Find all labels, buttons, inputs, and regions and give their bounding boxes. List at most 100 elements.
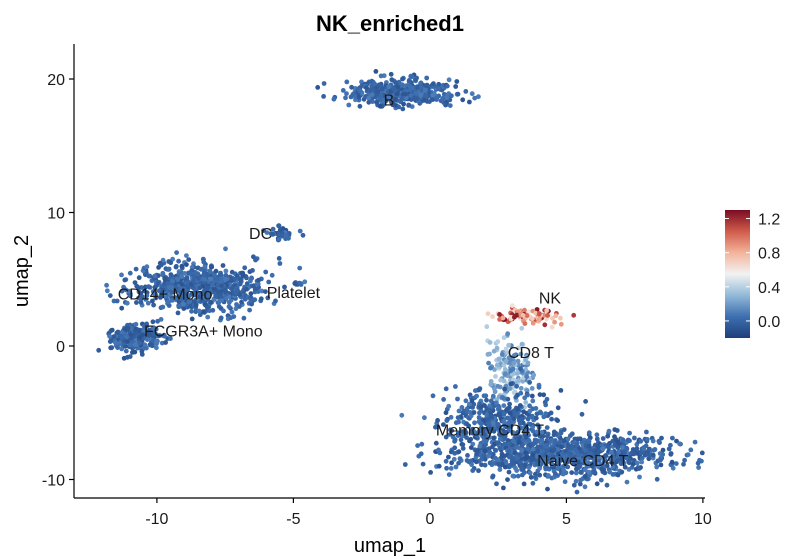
cell-point	[468, 445, 474, 450]
cell-point	[455, 396, 460, 402]
cell-point	[344, 79, 350, 85]
cell-point	[269, 272, 275, 278]
cell-point	[599, 466, 605, 472]
cell-point	[279, 232, 285, 238]
cell-point	[403, 91, 408, 97]
cell-point	[515, 429, 521, 435]
cell-point	[349, 84, 354, 90]
cell-point	[523, 434, 529, 440]
cell-point	[145, 300, 151, 306]
cell-point	[423, 87, 428, 93]
cell-point	[399, 412, 405, 418]
cell-point	[374, 99, 379, 105]
cell-point	[226, 300, 232, 305]
cell-point	[150, 319, 156, 325]
cell-point	[616, 449, 622, 455]
cell-point	[577, 436, 583, 442]
cell-point	[393, 80, 398, 85]
cell-point	[160, 304, 166, 310]
cell-point	[160, 270, 166, 276]
cell-point	[389, 77, 395, 83]
cell-point	[179, 263, 185, 269]
y-tick-label: 20	[47, 72, 65, 89]
cell-point	[276, 237, 282, 242]
cell-point	[478, 408, 484, 413]
cell-point	[198, 266, 204, 272]
cell-point	[370, 88, 376, 94]
cell-point	[353, 94, 358, 100]
cell-point	[418, 92, 424, 98]
cell-point	[263, 289, 268, 294]
cell-point	[528, 474, 534, 480]
cell-point	[570, 440, 575, 445]
cell-point	[534, 307, 540, 312]
cell-point	[479, 425, 484, 431]
cell-point	[158, 317, 164, 322]
cell-point	[402, 462, 408, 467]
cell-point	[526, 309, 532, 315]
cell-point	[660, 447, 666, 453]
cell-point	[123, 348, 129, 354]
cell-point	[518, 351, 524, 357]
cell-point	[536, 425, 542, 430]
cell-point	[258, 296, 264, 302]
cell-point	[670, 435, 675, 441]
cell-point	[175, 277, 181, 282]
cell-point	[418, 451, 424, 457]
cell-point	[524, 428, 530, 434]
cell-point	[573, 478, 579, 484]
cell-point	[515, 445, 521, 450]
cell-point	[501, 335, 507, 341]
cell-point	[579, 411, 585, 417]
cell-point	[501, 411, 507, 417]
cell-point	[298, 282, 304, 287]
cell-point	[555, 466, 561, 471]
cell-point	[519, 341, 525, 347]
cell-point	[692, 439, 698, 445]
cell-point	[609, 460, 615, 466]
cell-point	[265, 295, 271, 301]
cell-point	[400, 76, 405, 82]
cluster-label: FCGR3A+ Mono	[144, 324, 263, 341]
cell-point	[518, 459, 523, 465]
cell-point	[527, 470, 533, 476]
cell-point	[151, 302, 157, 308]
cell-point	[569, 470, 575, 475]
cell-point	[507, 386, 513, 391]
cell-point	[559, 444, 564, 450]
cell-point	[276, 256, 282, 261]
cell-point	[506, 469, 512, 475]
cell-point	[627, 457, 632, 463]
cell-point	[508, 357, 513, 362]
cell-point	[249, 275, 254, 281]
cell-point	[348, 94, 354, 100]
cell-point	[474, 433, 480, 439]
cell-point	[509, 454, 514, 460]
cell-point	[346, 102, 352, 108]
cell-point	[449, 93, 454, 99]
cell-point	[179, 292, 184, 297]
cell-point	[409, 85, 415, 91]
cell-point	[519, 464, 524, 470]
cell-point	[639, 459, 645, 465]
cell-point	[192, 299, 197, 304]
cell-point	[537, 472, 543, 478]
cell-point	[489, 414, 494, 419]
cell-point	[477, 386, 483, 391]
colorbar	[725, 210, 750, 338]
cell-point	[315, 85, 321, 90]
cell-point	[522, 321, 528, 326]
cell-point	[455, 91, 461, 97]
cell-point	[553, 313, 559, 319]
cell-point	[524, 454, 530, 460]
cell-point	[436, 86, 441, 91]
cell-point	[641, 446, 647, 452]
cell-point	[574, 489, 580, 495]
cell-point	[455, 430, 461, 436]
cell-point	[668, 451, 674, 457]
cell-point	[510, 430, 515, 435]
cell-point	[469, 398, 475, 404]
cell-point	[161, 332, 167, 338]
cell-point	[598, 477, 604, 483]
